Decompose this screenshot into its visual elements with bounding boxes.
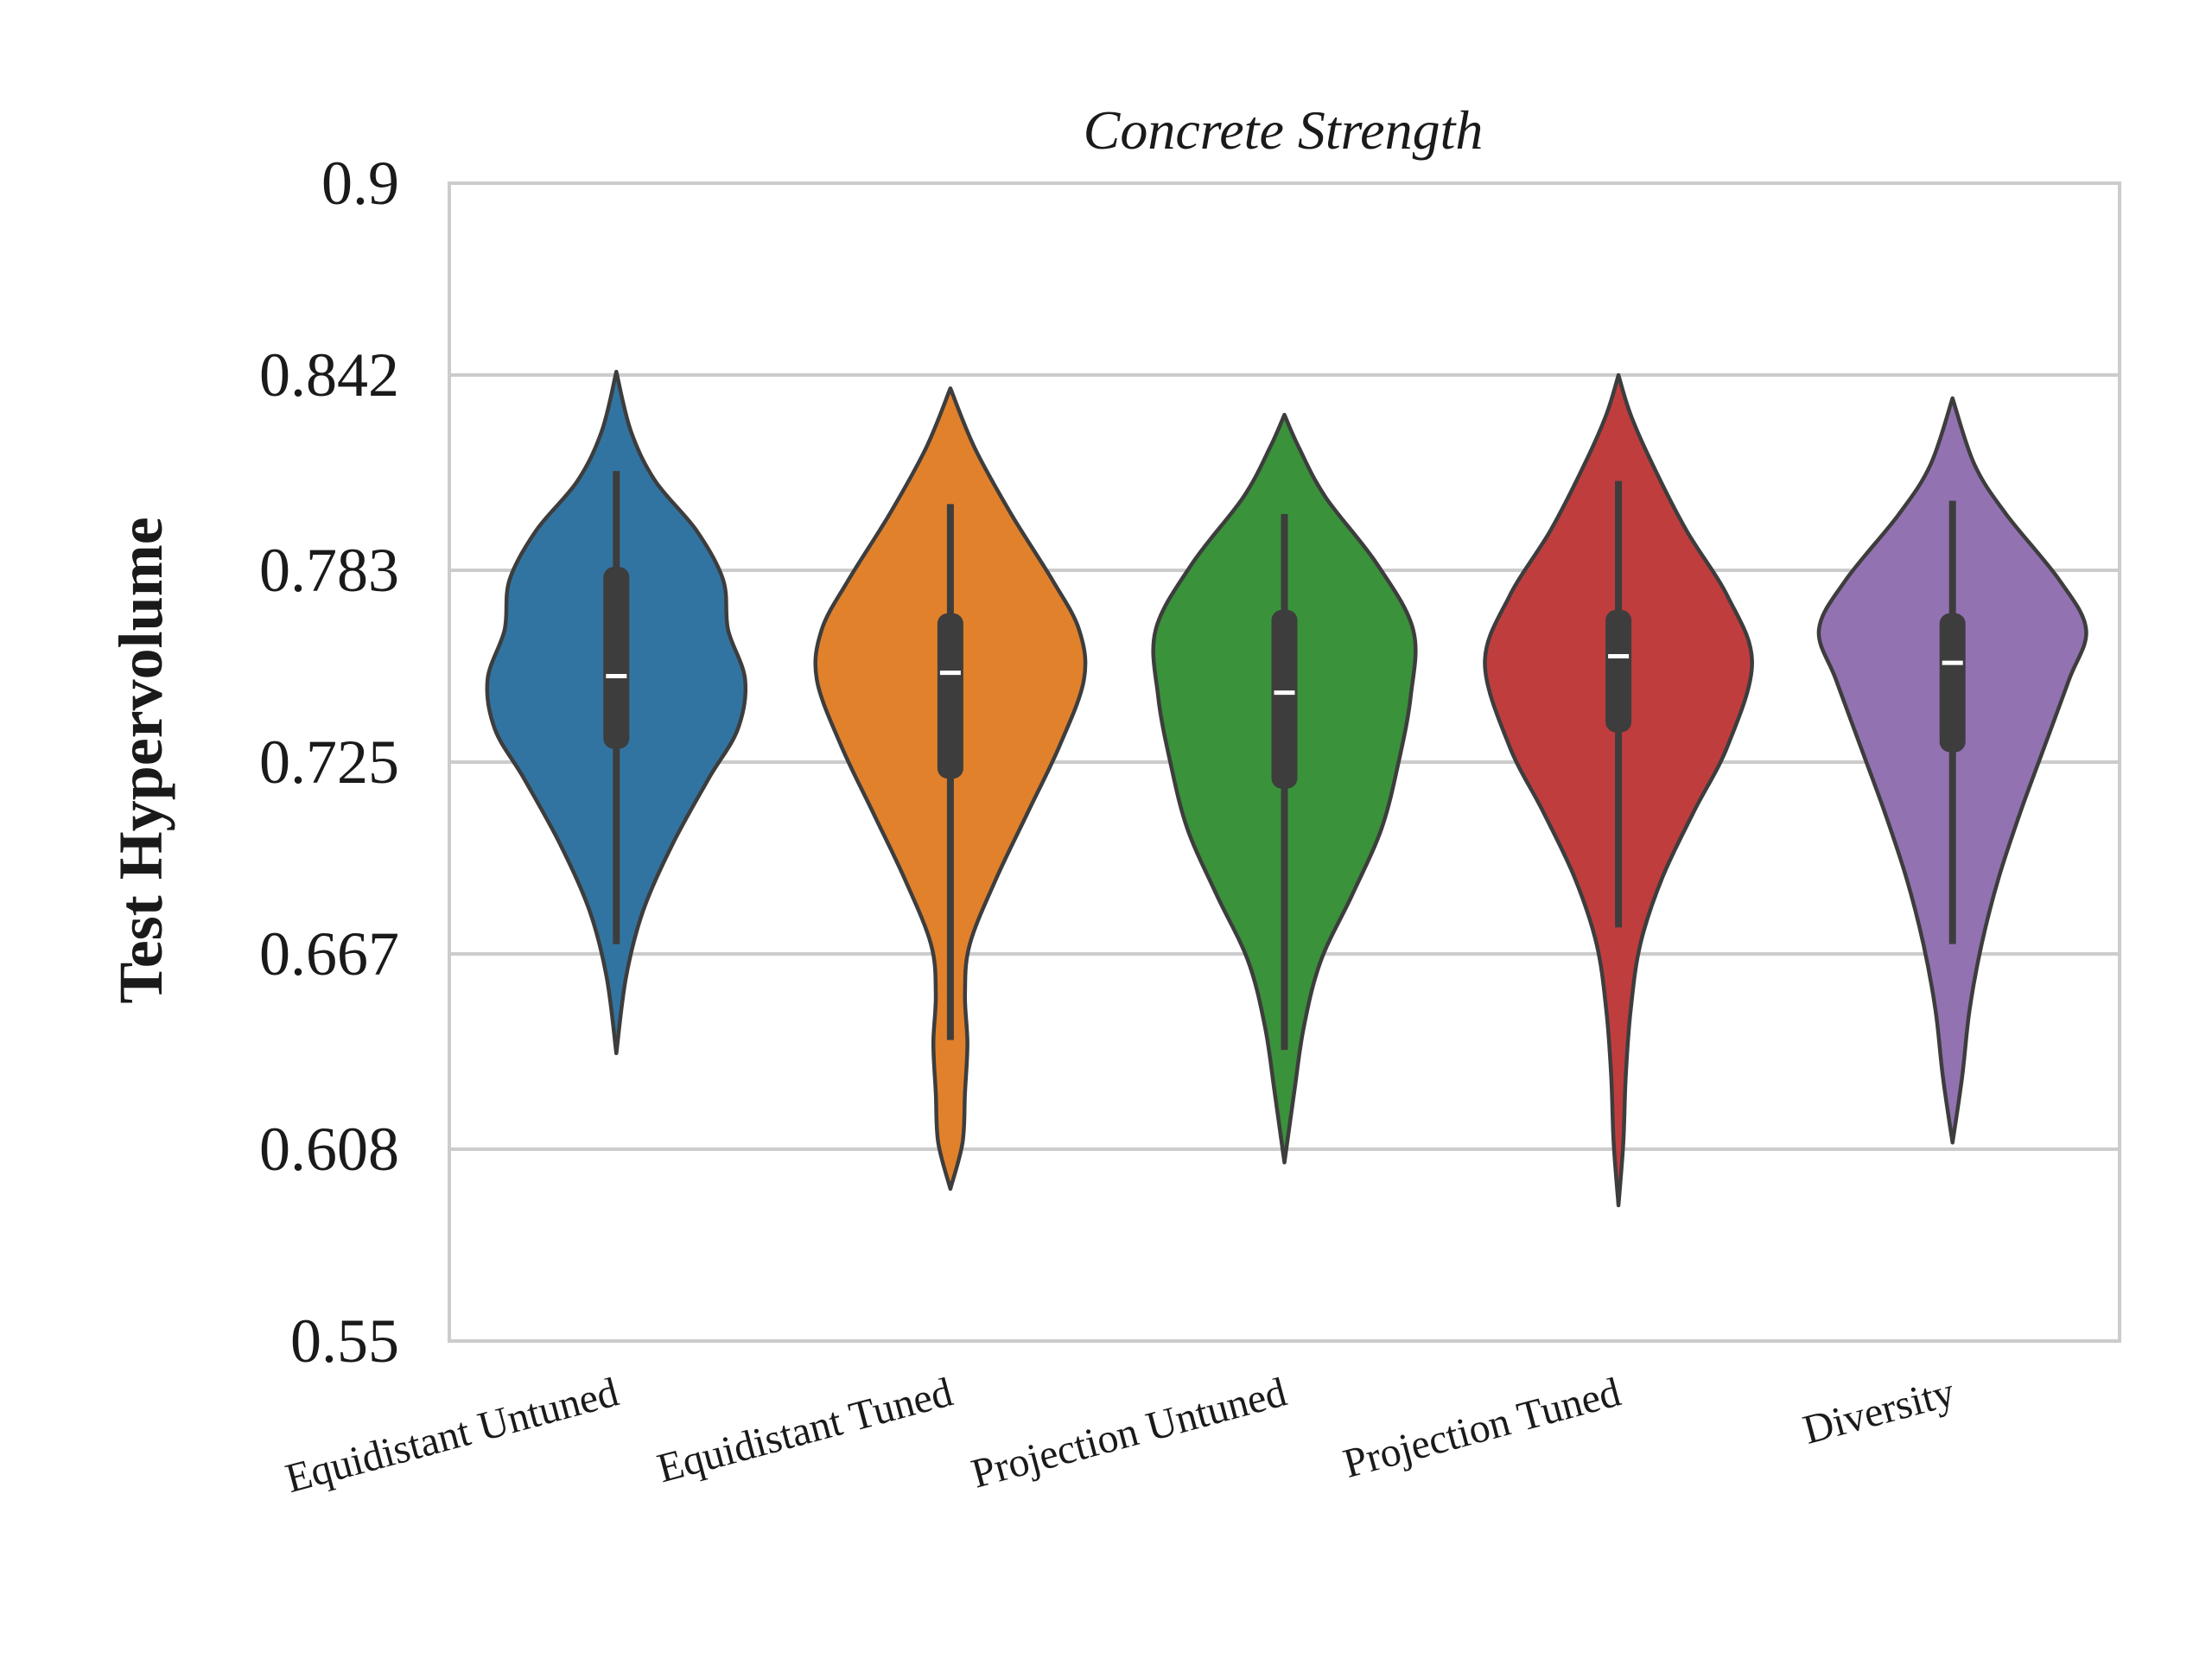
violin-iqr-box	[937, 613, 963, 779]
chart-title: Concrete Strength	[1084, 99, 1484, 161]
y-tick-label: 0.783	[259, 536, 399, 605]
x-tick-label: Equidistant Tuned	[652, 1369, 957, 1491]
y-tick-label: 0.608	[259, 1115, 399, 1184]
violin-iqr-box	[1271, 609, 1298, 789]
y-tick-labels: 0.9 0.842 0.783 0.725 0.667 0.608 0.55	[259, 149, 399, 1376]
violins	[485, 369, 2088, 1208]
violin-iqr-box	[603, 567, 630, 749]
x-tick-labels: Equidistant Untuned Equidistant Tuned Proj…	[281, 1369, 1960, 1502]
y-tick-label: 0.55	[290, 1306, 399, 1376]
y-tick-label: 0.725	[259, 728, 399, 797]
y-tick-label: 0.9	[321, 149, 399, 218]
x-tick-label: Diversity	[1798, 1369, 1959, 1452]
x-tick-label: Projection Untuned	[967, 1369, 1292, 1497]
y-tick-label: 0.667	[259, 919, 399, 988]
y-axis-label: Test Hypervolume	[106, 517, 175, 1003]
x-tick-label: Projection Tuned	[1338, 1369, 1625, 1486]
plot-frame	[448, 181, 2121, 1343]
violin-iqr-box	[1605, 609, 1632, 733]
violin-iqr-box	[1939, 613, 1966, 753]
y-tick-label: 0.842	[259, 340, 399, 410]
x-tick-label: Equidistant Untuned	[281, 1369, 623, 1502]
